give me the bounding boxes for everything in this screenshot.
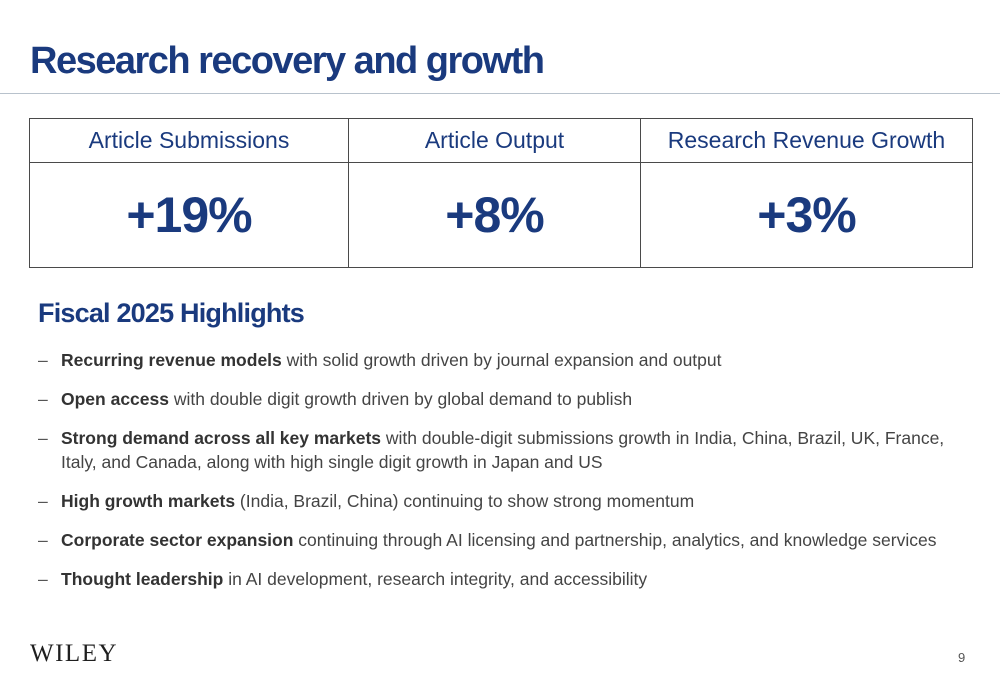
highlight-bold: Strong demand across all key markets xyxy=(61,428,381,448)
kpi-value-submissions: +19% xyxy=(29,162,349,268)
page-number: 9 xyxy=(958,650,966,665)
kpi-value-output: +8% xyxy=(348,162,641,268)
highlights-heading: Fiscal 2025 Highlights xyxy=(38,298,305,328)
highlight-text: with double-digit submissions growth in … xyxy=(61,428,945,472)
list-item: – Open access with double digit growth dr… xyxy=(38,387,958,411)
dash-marker: – xyxy=(38,569,48,589)
highlight-bold: Corporate sector expansion xyxy=(61,530,294,550)
highlight-bold: Recurring revenue models xyxy=(61,350,282,370)
dash-marker: – xyxy=(38,389,48,409)
dash-marker: – xyxy=(38,491,48,511)
list-item: – Corporate sector expansion continuing t… xyxy=(38,528,958,552)
highlight-text: with solid growth driven by journal expa… xyxy=(281,350,722,370)
highlight-bold: Open access xyxy=(61,389,169,409)
list-item: – High growth markets (India, Brazil, Chi… xyxy=(38,489,958,513)
kpi-value-revenue: +3% xyxy=(640,162,973,268)
kpi-label-submissions: Article Submissions xyxy=(29,118,349,163)
title-divider xyxy=(0,93,1000,94)
kpi-table: Article Submissions Article Output Resea… xyxy=(29,118,973,268)
highlights-list: – Recurring revenue models with solid gro… xyxy=(38,348,958,606)
list-item: – Recurring revenue models with solid gro… xyxy=(38,348,958,372)
highlight-bold: Thought leadership xyxy=(61,569,224,589)
kpi-label-revenue: Research Revenue Growth xyxy=(640,118,973,163)
dash-marker: – xyxy=(38,428,48,448)
kpi-value-row: +19% +8% +3% xyxy=(29,162,973,268)
wiley-logo: WILEY xyxy=(30,640,119,667)
dash-marker: – xyxy=(38,530,48,550)
highlight-text: continuing through AI licensing and part… xyxy=(293,530,937,550)
list-item: – Thought leadership in AI development, r… xyxy=(38,567,958,591)
highlight-text: with double digit growth driven by globa… xyxy=(168,389,633,409)
highlight-text: (India, Brazil, China) continuing to sho… xyxy=(235,491,695,511)
slide-title: Research recovery and growth xyxy=(30,40,545,82)
kpi-header-row: Article Submissions Article Output Resea… xyxy=(29,118,973,163)
dash-marker: – xyxy=(38,350,48,370)
list-item: – Strong demand across all key markets wi… xyxy=(38,426,958,474)
kpi-label-output: Article Output xyxy=(348,118,641,163)
highlight-bold: High growth markets xyxy=(61,491,236,511)
highlight-text: in AI development, research integrity, a… xyxy=(223,569,648,589)
